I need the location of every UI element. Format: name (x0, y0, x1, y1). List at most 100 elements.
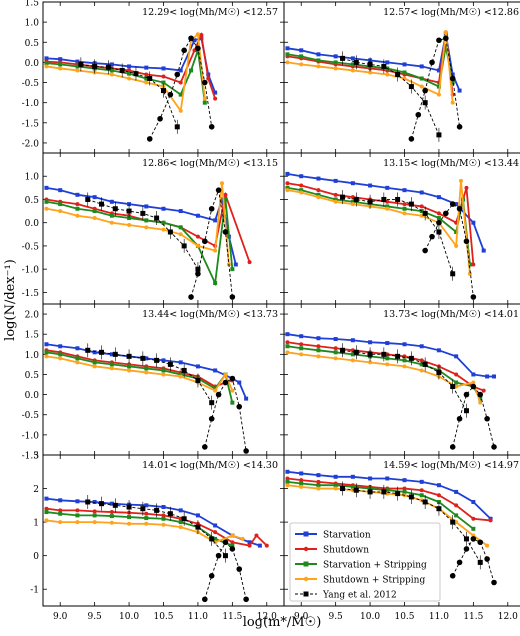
data-point (213, 281, 218, 286)
data-point (144, 76, 149, 81)
x-tick-label: 10.0 (360, 612, 380, 622)
y-ticks (284, 454, 288, 590)
data-point (213, 218, 218, 223)
data-point (230, 543, 235, 548)
data-point (127, 223, 132, 228)
series-shutdown-stripping (44, 181, 231, 267)
data-point (436, 493, 441, 498)
data-point (75, 508, 80, 513)
data-point (350, 181, 355, 186)
data-point (229, 375, 236, 382)
data-point (109, 199, 114, 204)
data-point (333, 199, 338, 204)
data-point (470, 536, 477, 542)
data-point (75, 206, 80, 211)
data-point (92, 499, 97, 504)
data-point (229, 546, 236, 552)
data-point (491, 579, 497, 586)
series-yang-et-al-2012 (340, 51, 442, 142)
data-point (230, 540, 235, 545)
legend-label: Starvation + Stripping (323, 561, 427, 571)
series-yang-et-al-2012 (340, 190, 456, 281)
series-yang-et-al-2012 (340, 343, 469, 418)
series-line (287, 32, 454, 103)
panel-2: 12.57< log(Mh/M☉) <12.86 (283, 1, 520, 154)
data-point (178, 209, 183, 214)
data-point (161, 206, 166, 211)
data-point (92, 195, 97, 200)
data-point (109, 501, 114, 506)
series-starvation-stripping (44, 510, 235, 548)
data-point (419, 368, 424, 373)
data-point (178, 520, 183, 525)
legend-marker (303, 576, 309, 582)
series-line (287, 32, 454, 95)
data-point (415, 111, 422, 118)
series-shutdown-stripping (285, 30, 455, 105)
data-point (58, 508, 63, 513)
data-point (44, 518, 49, 523)
data-point (195, 234, 200, 239)
data-point (408, 136, 415, 142)
data-point (230, 400, 235, 405)
data-point (316, 336, 321, 341)
data-point (402, 62, 407, 67)
data-point (161, 516, 166, 521)
y-tick-label: -1.0 (22, 99, 40, 109)
series-line (287, 480, 474, 530)
data-point (385, 476, 390, 481)
data-point (178, 225, 183, 230)
data-point (454, 229, 459, 234)
data-point (222, 539, 229, 546)
data-point (285, 46, 290, 51)
data-point (385, 206, 390, 211)
data-point (333, 337, 338, 342)
y-ticks (284, 175, 288, 293)
data-point (285, 52, 290, 57)
data-point (178, 374, 183, 379)
data-point (299, 352, 304, 357)
data-point (299, 190, 304, 195)
data-point (467, 271, 472, 276)
data-point (157, 115, 163, 122)
data-point (316, 479, 321, 484)
data-point (285, 469, 290, 474)
data-point (58, 520, 63, 525)
data-point (402, 478, 407, 483)
data-point (167, 91, 174, 98)
series-line (424, 203, 474, 298)
data-point (457, 88, 462, 93)
panel-frame (42, 454, 285, 607)
series-line (46, 351, 234, 403)
data-point (333, 178, 338, 183)
series-line (287, 180, 471, 274)
panel-label: 14.59< log(Mh/M☉) <14.97 (383, 460, 519, 471)
y-tick-label: 2.0 (25, 311, 40, 321)
data-point (419, 64, 424, 69)
data-point (285, 332, 290, 337)
data-point (144, 511, 149, 516)
data-point (208, 573, 215, 579)
data-point (223, 372, 228, 377)
series-yang-et-al-2012 (340, 481, 483, 570)
data-point (454, 202, 459, 207)
data-point (333, 350, 338, 355)
data-point (316, 344, 321, 349)
data-point (285, 344, 290, 349)
data-point (333, 60, 338, 65)
legend-label: Yang et al. 2012 (322, 591, 397, 601)
data-point (161, 74, 166, 79)
data-point (75, 356, 80, 361)
series-line (87, 349, 213, 403)
data-point (44, 61, 49, 66)
series-starvation-stripping (44, 350, 235, 405)
x-tick-label: 9.5 (87, 612, 102, 622)
data-point (144, 80, 149, 85)
data-point (350, 68, 355, 73)
data-point (454, 513, 459, 518)
series-starvation (285, 171, 486, 253)
data-point (484, 556, 490, 562)
y-ticks: -1 0 1 2 3 (30, 452, 284, 596)
data-point (470, 294, 477, 300)
